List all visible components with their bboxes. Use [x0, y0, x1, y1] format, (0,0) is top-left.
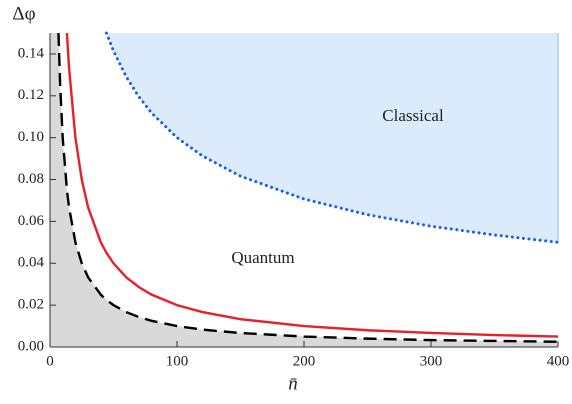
x-tick-label: 200 — [293, 353, 316, 369]
curve — [57, 32, 559, 343]
y-tick-label: 0.14 — [18, 45, 45, 61]
x-axis-label: n̄ — [288, 373, 298, 394]
y-tick-label: 0.04 — [18, 255, 45, 271]
y-axis-label: Δφ — [12, 3, 35, 24]
annotation: Quantum — [231, 248, 294, 267]
x-tick-label: 0 — [46, 353, 54, 369]
x-tick-label: 400 — [547, 353, 570, 369]
y-tick-label: 0.10 — [18, 129, 44, 145]
y-tick-label: 0.06 — [18, 213, 45, 229]
y-tick-label: 0.02 — [18, 297, 44, 313]
curve — [65, 32, 559, 338]
region-fill — [50, 33, 558, 347]
x-tick-label: 300 — [420, 353, 443, 369]
annotation: Classical — [382, 106, 444, 125]
y-tick-label: 0.08 — [18, 171, 44, 187]
y-tick-label: 0.00 — [18, 338, 44, 354]
x-tick-label: 100 — [166, 353, 189, 369]
y-tick-label: 0.12 — [18, 87, 44, 103]
region-fill — [106, 33, 559, 243]
